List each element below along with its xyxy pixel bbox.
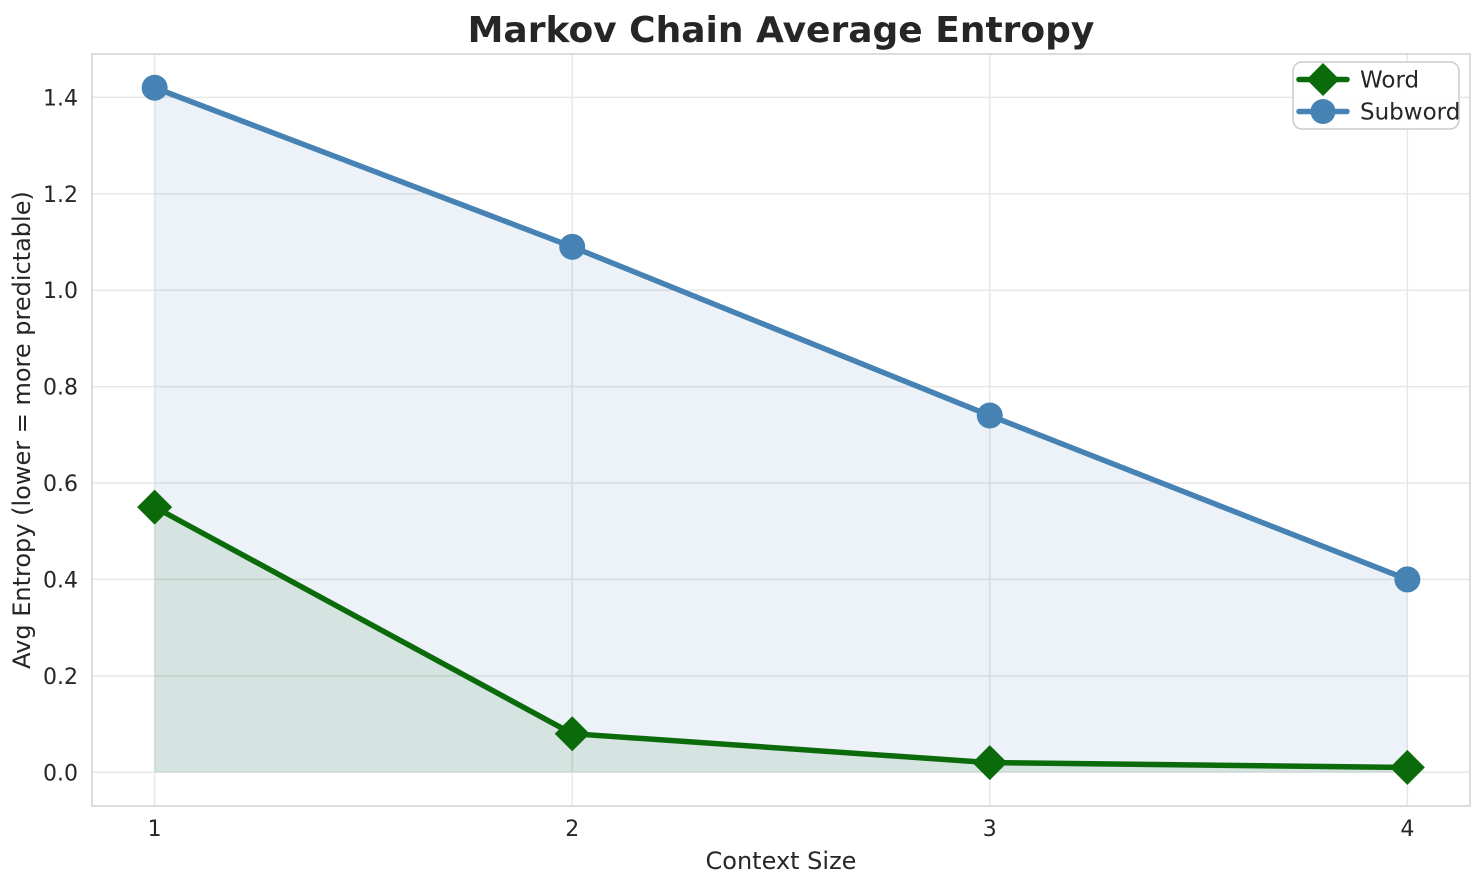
legend-marker-word [1306, 63, 1340, 96]
line-subword [151, 84, 1411, 583]
marker-word-x1 [137, 489, 173, 525]
y-tick-label-0.0: 0.0 [43, 761, 78, 786]
y-tick-label-1.4: 1.4 [43, 86, 78, 111]
legend-label-subword: Subword [1360, 100, 1460, 126]
marker-word-x3 [972, 745, 1008, 781]
marker-word-x2 [554, 716, 590, 752]
plot-frame [91, 53, 1471, 807]
legend-label-word: Word [1360, 68, 1419, 94]
y-tick-label-1.2: 1.2 [43, 183, 78, 208]
x-tick-label-2: 2 [565, 817, 579, 842]
y-tick-label-1.0: 1.0 [43, 279, 78, 304]
y-tick-label-0.4: 0.4 [43, 568, 78, 593]
marker-word-x4 [1389, 749, 1425, 785]
x-tick-label-1: 1 [148, 817, 162, 842]
fill-area-subword [154, 87, 1408, 773]
y-tick-label-0.2: 0.2 [43, 665, 78, 690]
line-word [151, 504, 1411, 771]
x-tick-label-3: 3 [983, 817, 997, 842]
y-tick-label-0.8: 0.8 [43, 376, 78, 401]
marker-subword-x4 [1394, 566, 1421, 593]
x-axis-label: Context Size [706, 847, 857, 875]
legend-marker-subword [1310, 99, 1336, 124]
marker-subword-x1 [141, 74, 168, 101]
chart-title: Markov Chain Average Entropy [468, 10, 1095, 51]
x-tick-label-4: 4 [1400, 817, 1414, 842]
fill-area-word [154, 507, 1408, 773]
y-tick-label-0.6: 0.6 [43, 472, 78, 497]
marker-subword-x2 [559, 233, 586, 260]
y-axis-label: Avg Entropy (lower = more predictable) [8, 191, 36, 669]
marker-subword-x3 [976, 402, 1003, 429]
